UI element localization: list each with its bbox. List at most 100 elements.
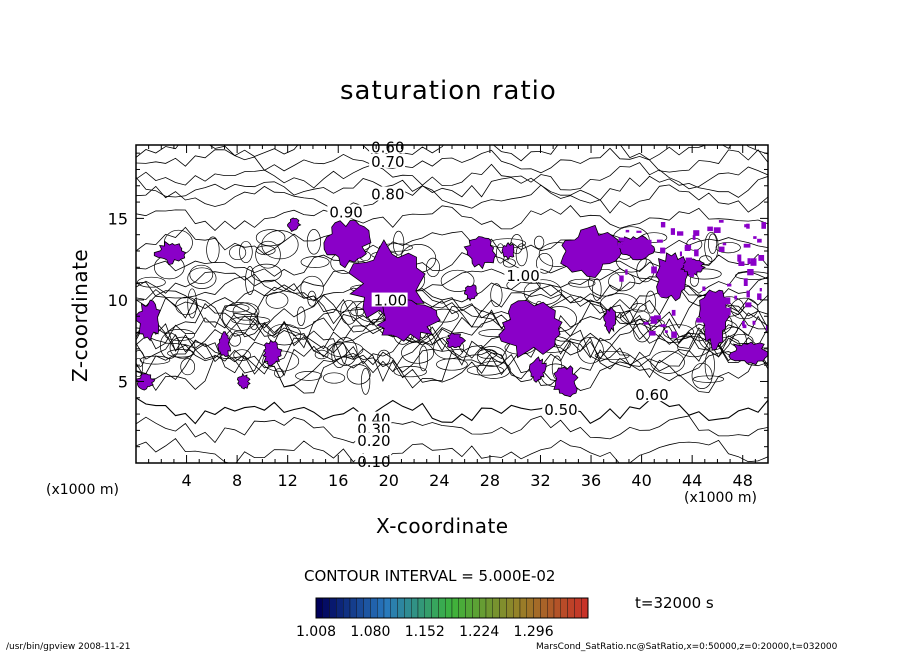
x-tick-label: 8 [232,471,242,490]
contour-label: 0.60 [371,138,404,156]
contour-loop [136,350,145,368]
supersaturated-speck [677,231,684,236]
contour-loop [619,309,651,325]
contour-loop [296,306,306,327]
supersaturated-speck [656,239,663,243]
supersaturated-speck [724,307,731,316]
contour-loop [568,278,596,288]
supersaturated-speck [752,320,756,325]
supersaturated-speck [635,250,640,258]
supersaturated-region [376,298,441,342]
supersaturated-region [501,242,515,261]
contour-loop [233,349,251,361]
supersaturated-region [217,331,232,357]
x-tick-label: 48 [733,471,753,490]
colorbar-cell [472,597,480,619]
footer-left: /usr/bin/gpview 2008-11-21 [6,642,131,652]
supersaturated-speck [747,258,751,265]
contour-loop [250,263,282,283]
supersaturated-region [136,299,161,342]
contour-label: 1.00 [506,267,539,285]
contour-loop [436,358,468,371]
supersaturated-speck [727,283,732,287]
colorbar-cell [513,597,521,619]
contour-loop [300,256,330,268]
contour-label-bg [355,432,392,447]
colorbar-cell [322,597,330,619]
supersaturated-speck [750,258,757,266]
contour-line [136,145,768,162]
contour-loop [187,267,217,289]
contour-loop [730,297,759,320]
contour-line [136,397,768,425]
supersaturated-speck [671,309,676,316]
colorbar-cell [492,597,500,619]
colorbar-cell [499,597,507,619]
contour-line [136,283,768,329]
contour-line [136,320,768,370]
colorbar-cell [349,597,358,619]
colorbar-cell [581,597,589,619]
colorbar-cell [431,597,439,619]
supersaturated-region [498,300,563,359]
contour-line [136,438,768,463]
y-tick-label: 15 [108,209,128,228]
contour-loop [401,341,435,364]
contour-label-bg [355,454,392,468]
supersaturated-speck [679,258,684,266]
supersaturation-shading [136,217,768,398]
contour-loop [588,268,623,297]
contour-line [136,175,768,201]
supersaturated-speck [618,237,625,242]
supersaturated-speck [747,269,754,276]
colorbar-cell [451,597,460,619]
colorbar-cell [533,597,541,619]
x-tick-label: 12 [278,471,298,490]
contour-loop [704,231,719,262]
x-axis-unit: (x1000 m) [684,490,757,506]
supersaturated-speck [761,222,766,229]
contour-line [136,147,768,174]
supersaturated-speck [624,242,628,246]
supersaturated-speck [742,321,745,326]
colorbar-label: 1.296 [514,624,554,640]
contour-label-bg [369,186,406,201]
supersaturated-speck [643,321,649,325]
supersaturated-speck [636,230,642,233]
colorbar-cell [417,597,426,619]
contour-loop [323,372,346,384]
supersaturated-speck [759,288,762,292]
contour-loop [708,233,718,254]
contour-loop [592,278,602,301]
contour-loop [692,375,725,383]
colorbar-frame [315,597,589,619]
contour-label-bg [327,204,364,219]
chart-title: saturation ratio [340,76,557,106]
contour-loop [645,290,656,314]
contour-loop [326,341,364,358]
supersaturated-speck [702,310,710,319]
supersaturated-region [560,224,624,279]
contour-loop [677,336,711,358]
colorbar-cell [465,597,473,619]
supersaturated-speck [693,230,700,236]
contour-label-bg [369,153,406,168]
contour-loop [169,336,196,359]
supersaturated-speck [664,330,668,333]
supersaturated-region [553,365,579,398]
contour-line [136,337,768,383]
axis-ticks [136,145,768,463]
contour-loop [577,336,604,364]
contour-loop [600,293,638,313]
colorbar-cell [336,597,344,619]
x-tick-label: 24 [429,471,449,490]
colorbar-cell [519,597,528,619]
colorbar-cell [526,597,534,619]
supersaturated-speck [670,228,675,235]
supersaturated-speck [659,292,666,297]
supersaturated-speck [685,257,693,266]
y-tick-label: 10 [108,291,128,310]
contour-loop [267,323,302,346]
contour-loop [228,333,242,347]
contour-loop [533,235,545,249]
